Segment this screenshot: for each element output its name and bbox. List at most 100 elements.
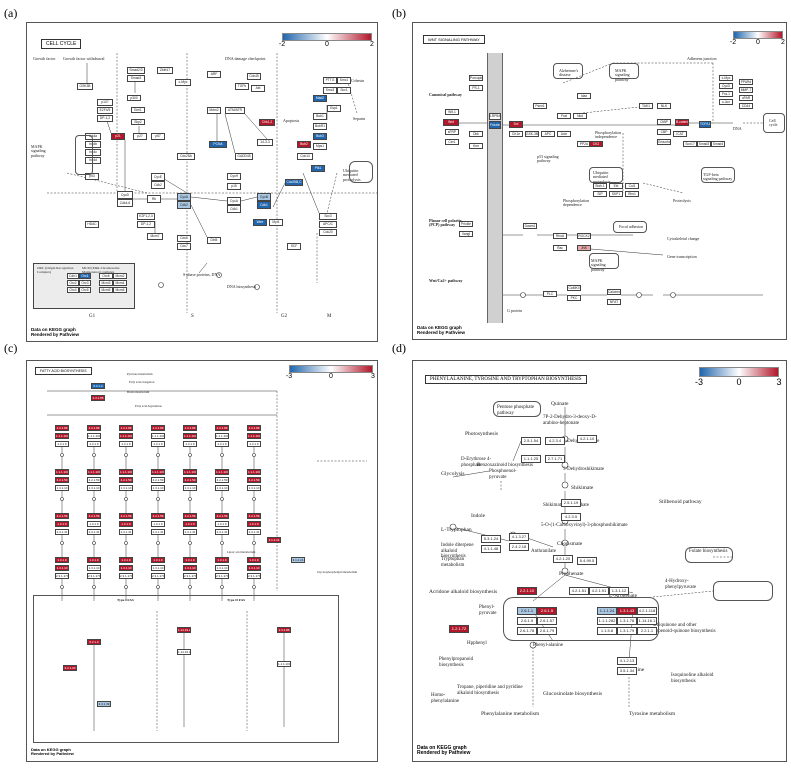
panel-a-s-phase: S-phase proteins, DNA — [183, 272, 221, 277]
panel-c-fas2-b: 1.14.19.3 — [177, 649, 191, 655]
panel-a-gene-1: Smad2/3 — [127, 67, 145, 74]
panel-c-compound — [124, 453, 128, 457]
panel-a-gene-66: Mcm6 — [113, 287, 127, 293]
panel-c-enzyme-c2-r1-b: 4.2.1.59 — [119, 477, 133, 483]
panel-c-compound — [252, 497, 256, 501]
panel-c-enzyme-c4-r0-a: 2.3.1.86 — [183, 425, 197, 431]
panel-c-enzyme-c6-r2-b: 1.3.1.9 — [247, 521, 261, 527]
panel-c-legend-mid: 0 — [329, 373, 333, 380]
panel-b-edge — [562, 62, 614, 84]
panel-c-compound — [188, 453, 192, 457]
panel-c-enzyme-c4-r3-b: 1.3.1.10 — [183, 565, 197, 571]
panel-c-fas1-a: 6.2.1.3 — [87, 639, 101, 645]
panel-b-gene-38: Groucho — [657, 139, 671, 145]
panel-a-gene-22: CycA — [177, 193, 191, 201]
panel-a-mcm-label: MCM (Mini-Chromosome Maintenance) comple… — [82, 266, 120, 274]
panel-a-cohesin: Cohesin — [351, 78, 365, 83]
panel-b-compound — [670, 292, 676, 298]
panel-a-gene-24: CycA — [227, 197, 241, 205]
panel-d-pentose-box — [493, 401, 541, 417]
panel-b-mapk1: MAPK signaling pathway — [615, 68, 630, 82]
panel-b-gene-20: ROCK2 — [577, 233, 591, 239]
panel-b-gene-54: ICAT — [673, 131, 687, 137]
panel-a-gene-68: Cdc6 — [177, 235, 191, 242]
panel-b-membrane — [487, 53, 503, 323]
panel-a-edge — [198, 262, 208, 274]
panel-b-gene-40: Sox17 — [683, 141, 697, 147]
panel-a-gene-67: Mcm7 — [147, 233, 163, 240]
panel-c-lipoic: Lipoic acid metabolism — [227, 550, 256, 554]
panel-b-edge — [642, 182, 684, 194]
panel-d-compound-node — [561, 567, 569, 575]
panel-b-gene-26: Calcineurin — [607, 289, 621, 295]
panel-label-b: (b) — [392, 6, 406, 20]
panel-b-gene-50: Idax — [577, 93, 591, 99]
panel-b-gene-41: Smad3 — [697, 141, 711, 147]
panel-d-footer-line1: Data on KEGG graph — [417, 744, 467, 751]
panel-d-compound-benzoxazinoid: Benzoxazinoid biosynthesis — [477, 463, 533, 468]
panel-c-enzyme-c6-r1-a: 1.1.1.100 — [247, 469, 261, 475]
panel-d-compound-node — [561, 461, 569, 469]
panel-b-gene-16: uPAR — [739, 95, 753, 101]
panel-a-gene-26: CycB — [257, 193, 271, 201]
panel-c-enzyme-c0-r2-c: 2.3.1.41 — [55, 529, 69, 535]
panel-d-ubiquinone-box — [713, 581, 773, 601]
panel-d-phe-tyr-trp: PHENYLALANINE, TYROSINE AND TRYPTOPHAN B… — [412, 360, 787, 762]
panel-b-gene-21: Rac — [553, 245, 567, 251]
panel-d-compound-glucosinolate: Glucosinolate biosynthesis — [543, 691, 603, 697]
panel-c-fas-box — [33, 595, 339, 743]
panel-a-edge — [190, 196, 228, 202]
panel-d-compound-folate: Folate biosynthesis — [689, 549, 728, 554]
panel-a-gene-61: Orc6 — [99, 273, 113, 279]
panel-c-enzyme-c3-r3-a: 1.3.1.9 — [151, 557, 165, 563]
panel-d-edge — [532, 574, 566, 602]
panel-d-enzyme-12: 4.2.1.20 — [553, 555, 573, 563]
panel-c-enzyme-c4-r1-a: 1.1.1.100 — [183, 469, 197, 475]
panel-b-gene-6: APC — [541, 131, 555, 137]
panel-d-compound-node — [561, 539, 569, 547]
panel-c-compound — [220, 453, 224, 457]
panel-a-gene-57: Orc2 — [67, 280, 79, 286]
panel-c-compound — [92, 453, 96, 457]
panel-b-gene-8: B-catenin — [675, 119, 689, 126]
panel-b-gene-28: Siah-1 — [593, 183, 607, 189]
panel-b-gene-10: c-Myc — [719, 75, 733, 81]
panel-c-biotin: Biotin metabolism — [127, 390, 150, 394]
panel-a-gene-53: APC/C — [319, 221, 337, 228]
panel-d-compound-tryptophan: L-Tryptophan — [441, 527, 472, 533]
panel-a-legend: -2 0 2 — [278, 33, 374, 53]
panel-b-phos1: Phosphorylation independence — [595, 130, 622, 140]
panel-c-enzyme-c6-r1-b: 4.2.1.59 — [247, 477, 261, 483]
panel-b-gene-1: Frizzled — [489, 121, 501, 129]
panel-c-glycerophospholipid: Glycerophospholipid metabolism — [317, 570, 358, 574]
panel-c-enzyme-c6-r3-b: 1.3.1.10 — [247, 565, 261, 571]
panel-d-enzyme-24: 2.6.1.79 — [537, 627, 557, 635]
panel-c-enzyme-c2-r3-c: 2.3.1.179 — [119, 573, 133, 579]
panel-b-gene-23: PLC — [543, 291, 557, 297]
panel-a-legend-min: -2 — [278, 41, 286, 48]
panel-a-edge — [224, 113, 236, 154]
panel-c-enzyme-c5-r0-c: 1.3.1.9 — [215, 441, 229, 447]
panel-c-pyruvate: Pyruvate metabolism — [127, 372, 153, 376]
panel-b-alzheimer: Alzheimer's disease — [559, 68, 579, 78]
panel-c-enzyme-c1-r1-a: 1.1.1.100 — [87, 469, 101, 475]
panel-b-gene-24: CaMKII — [567, 285, 581, 291]
panel-d-enzyme-3: 1.1.1.25 — [521, 455, 541, 463]
panel-c-compound — [60, 497, 64, 501]
panel-a-gene-29: GADD45 — [235, 153, 253, 160]
panel-b-gene-34: TAK1 — [639, 103, 653, 109]
panel-c-enzyme-c1-r0-b: 1.1.1.100 — [87, 433, 101, 439]
panel-b-mapk1-box — [609, 63, 639, 79]
panel-a-gene-25: Cdk1 — [227, 205, 241, 213]
panel-a-gene-28: PCNA — [209, 141, 227, 148]
panel-b-gene-45: Cer1 — [445, 139, 459, 145]
panel-b-edge — [582, 106, 640, 114]
panel-b-gene-11: CycD — [719, 83, 733, 89]
panel-c-fatty-elong: Fatty acid elongation — [129, 380, 155, 384]
panel-b-gene-32: Cul1 — [625, 183, 639, 189]
panel-b-ubiquitin: Ubiquitin mediated proteolysis — [593, 170, 611, 184]
panel-a-gene-10: p57 — [151, 133, 165, 140]
panel-c-fas2-a: 1.14.19.2 — [177, 627, 191, 633]
panel-d-compound-acridone: Acridone alkaloid biosynthesis — [429, 589, 498, 595]
panel-c-enzyme-c2-r0-b: 1.1.1.100 — [119, 433, 133, 439]
